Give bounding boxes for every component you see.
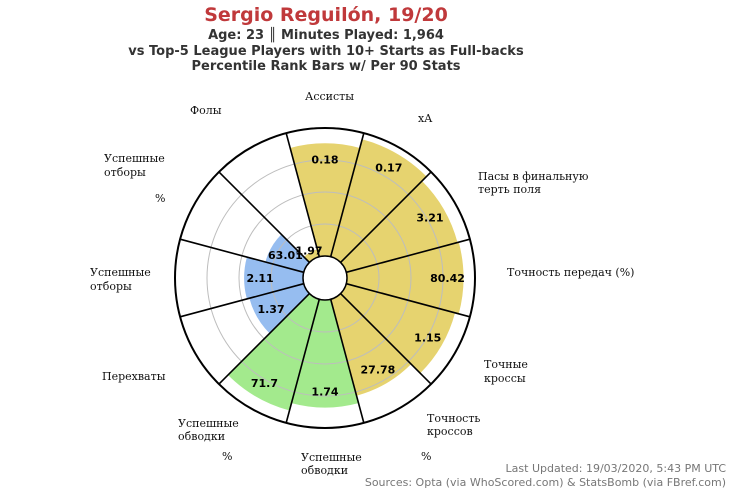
spoke-4 <box>346 238 471 274</box>
grid-ring-75 <box>206 159 444 397</box>
axis-label-fouls: Фолы <box>190 104 222 117</box>
spoke-11 <box>179 238 304 274</box>
bar-1 <box>290 143 360 257</box>
axis-label-dribble-pct-line1: Успешные <box>178 417 239 430</box>
outer-ring <box>174 127 476 429</box>
axis-label-crosses-line2: кроссы <box>484 372 526 385</box>
value-label-7: 1.74 <box>311 386 338 399</box>
axis-label-final-third-line1: Пасы в финальную <box>478 170 589 183</box>
center-hole <box>302 255 348 301</box>
footer-sources: Sources: Opta (via WhoScored.com) & Stat… <box>364 476 726 489</box>
axis-label-assists: Ассисты <box>305 90 354 103</box>
spoke-12 <box>218 171 311 264</box>
spoke-2 <box>329 132 365 257</box>
axis-label-cross-accuracy-line3: % <box>421 450 432 463</box>
axis-label-dribble-pct-line3: % <box>222 450 233 463</box>
bar-11 <box>265 234 310 273</box>
bar-6 <box>330 293 412 396</box>
value-label-6: 27.78 <box>361 364 396 377</box>
spoke-6 <box>339 292 432 385</box>
axis-label-pass-accuracy: Точность передач (%) <box>507 266 635 279</box>
chart-title: Sergio Reguilón, 19/20 <box>204 4 448 26</box>
spoke-8 <box>285 299 321 424</box>
axis-label-dribbles-line2: обводки <box>301 464 349 477</box>
value-label-1: 0.18 <box>311 153 338 166</box>
spoke-3 <box>339 171 432 264</box>
axis-label-tackles-line1: Успешные <box>90 266 151 279</box>
axis-label-dribbles-line1: Успешные <box>301 451 362 464</box>
bar-7 <box>291 299 359 408</box>
value-label-9: 1.37 <box>257 303 284 316</box>
value-label-10: 2.11 <box>247 272 274 285</box>
axis-label-cross-accuracy-line1: Точность <box>427 412 481 425</box>
value-label-2: 0.17 <box>375 161 402 174</box>
value-label-3: 3.21 <box>416 211 443 224</box>
value-label-8: 71.7 <box>251 377 278 390</box>
bar-8 <box>227 293 320 411</box>
axis-label-tackle-pct-line1: Успешные <box>104 152 165 165</box>
spoke-5 <box>346 282 471 318</box>
bar-4 <box>346 242 464 314</box>
chart-subtitle-comparison: vs Top-5 League Players with 10+ Starts … <box>128 44 524 59</box>
spoke-10 <box>179 282 304 318</box>
value-label-12: 1.97 <box>295 244 322 257</box>
chart-subtitle-method: Percentile Rank Bars w/ Per 90 Stats <box>191 59 461 74</box>
spoke-1 <box>285 132 321 257</box>
axis-label-tackles-line2: отборы <box>90 280 132 293</box>
axis-label-crosses-line1: Точные <box>484 358 528 371</box>
value-label-5: 1.15 <box>414 331 441 344</box>
axis-label-dribble-pct-line2: обводки <box>178 430 226 443</box>
bar-5 <box>340 283 456 374</box>
value-label-11: 63.01 <box>268 249 303 262</box>
axis-label-xa: xA <box>418 112 433 125</box>
axis-label-interceptions: Перехваты <box>102 370 166 383</box>
bar-9 <box>249 283 310 334</box>
spoke-7 <box>329 299 365 424</box>
bar-12 <box>304 249 320 263</box>
axis-label-cross-accuracy-line2: кроссов <box>427 425 473 438</box>
bar-10 <box>244 257 304 299</box>
bar-3 <box>340 180 458 273</box>
footer-last-updated: Last Updated: 19/03/2020, 5:43 PM UTC <box>505 462 726 475</box>
value-label-4: 80.42 <box>430 272 465 285</box>
axis-label-final-third-line2: терть поля <box>478 183 542 196</box>
chart-subtitle-age-minutes: Age: 23 ║ Minutes Played: 1,964 <box>208 28 444 43</box>
axis-label-tackle-pct-line2: отборы <box>104 166 146 179</box>
grid-ring-25 <box>270 223 380 333</box>
axis-label-tackle-pct-line3: % <box>155 192 166 205</box>
spoke-9 <box>218 292 311 385</box>
grid-ring-50 <box>238 191 412 365</box>
